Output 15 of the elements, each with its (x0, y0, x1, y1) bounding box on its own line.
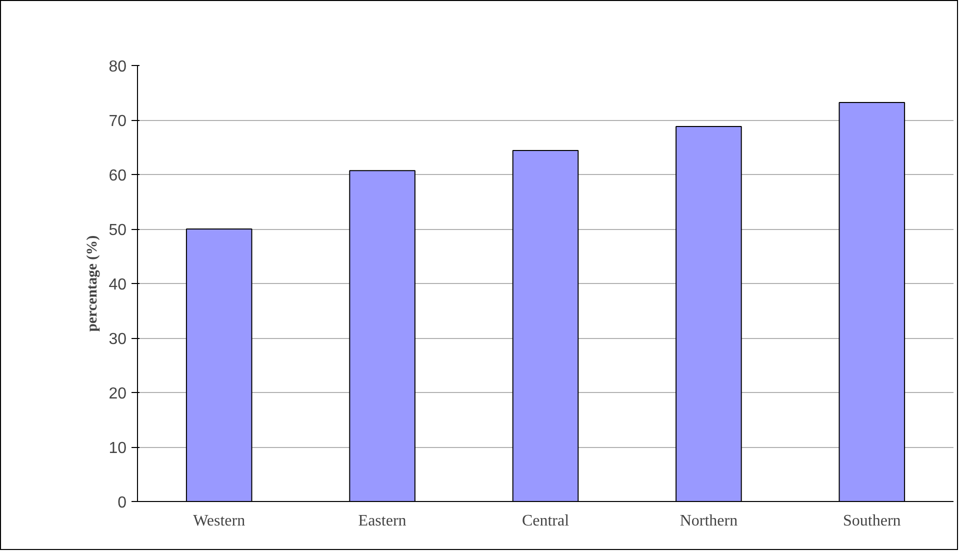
y-tick-label: 40 (108, 276, 127, 294)
x-tick-label: Northern (680, 512, 738, 530)
x-tick-label: Western (193, 512, 246, 530)
y-tick-label: 50 (108, 222, 127, 239)
y-tick-label: 0 (118, 494, 127, 512)
y-axis-title: percentage (%) (84, 235, 101, 332)
x-tick-label: Eastern (358, 512, 406, 530)
y-tick-label: 60 (108, 168, 127, 184)
x-tick-label: Central (522, 512, 570, 530)
x-tick-label: Southern (843, 512, 901, 530)
y-tick-label: 80 (108, 58, 127, 76)
y-tick-label: 20 (108, 386, 127, 402)
y-tick-label: 30 (108, 331, 127, 348)
y-tick-label: 70 (108, 113, 127, 130)
y-tick-label: 10 (108, 440, 127, 457)
